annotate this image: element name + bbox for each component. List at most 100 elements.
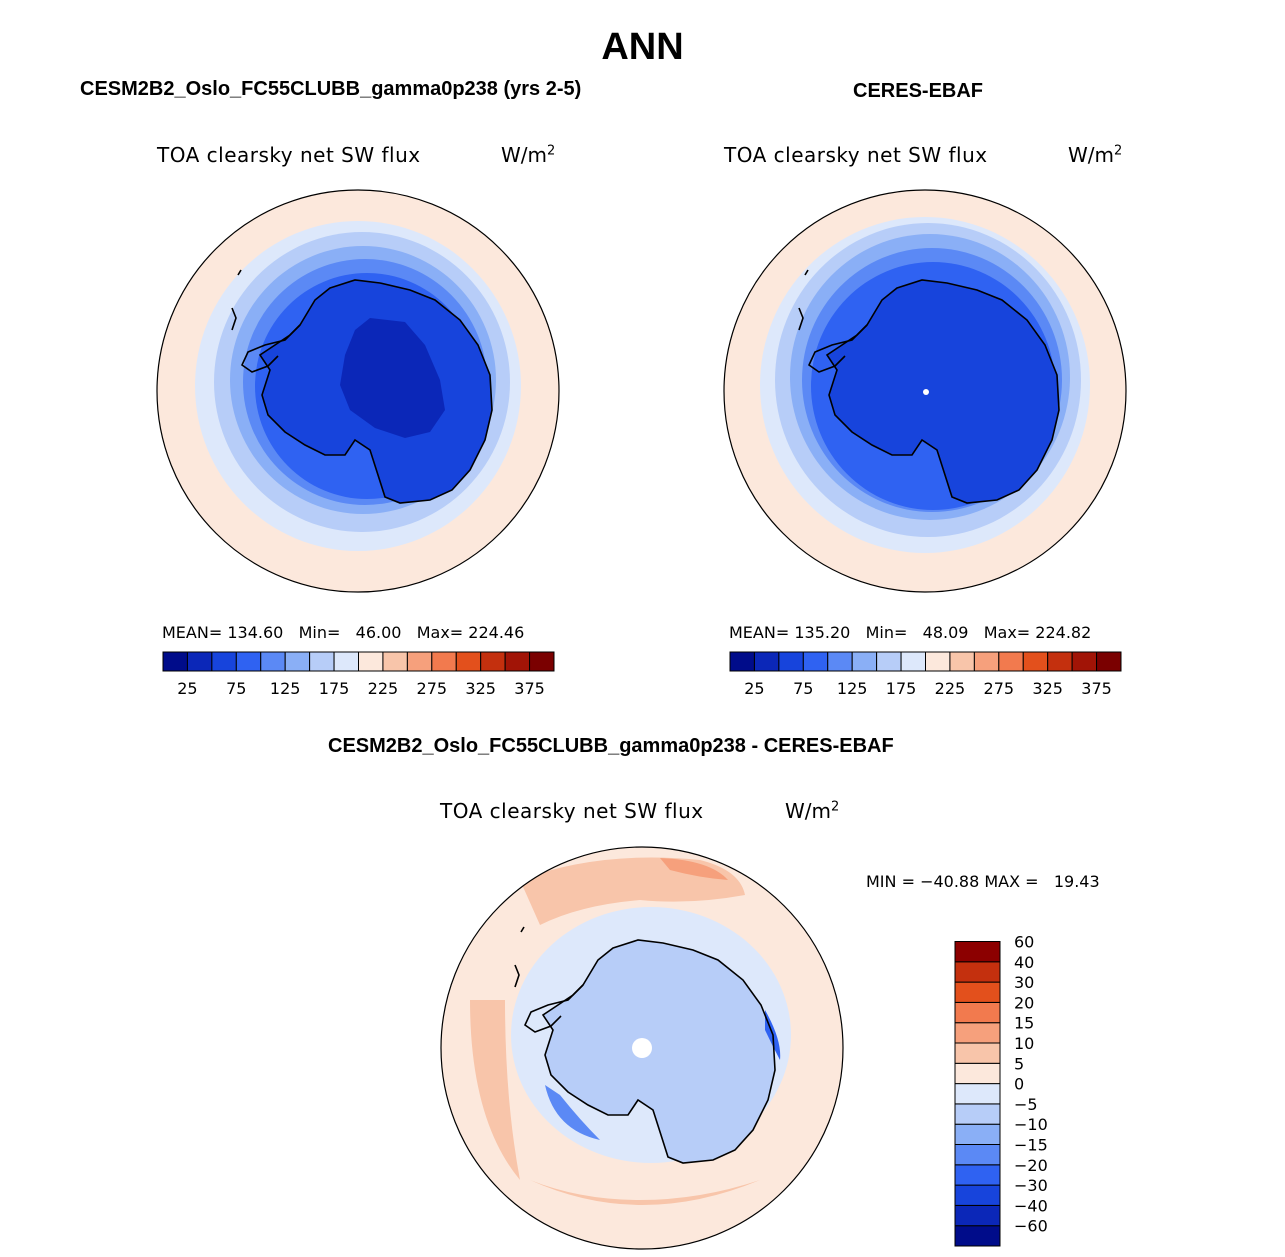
panel1-colorbar-swatch: [455, 651, 482, 672]
panel3-colorbar-tick-label: −30: [1014, 1176, 1048, 1195]
panel2-colorbar-swatch: [753, 651, 780, 672]
panel2-min-value: 48.09: [922, 623, 969, 642]
panel2-colorbar-tick-label: 25: [744, 679, 764, 698]
panel3-colorbar-swatch: [954, 961, 1001, 983]
panel3-colorbar-tick-label: −5: [1014, 1095, 1038, 1114]
panel2-colorbar-swatch: [900, 651, 926, 672]
panel2-coastline: [798, 269, 1060, 504]
panel3-colorbar-tick-label: −20: [1014, 1156, 1048, 1175]
panel3-pole-hole: [632, 1038, 652, 1058]
panel3-colorbar-swatch: [954, 1062, 1001, 1085]
panel2-min-label: Min=: [865, 623, 908, 642]
panel3-band-neg5-neg10: [543, 940, 775, 1163]
panel2-map-border: [723, 189, 1127, 593]
panel3-colorbar-tick-label: −40: [1014, 1196, 1048, 1215]
panel1-plot-title: TOA clearsky net SW flux: [157, 143, 421, 167]
panel2-colorbar-swatch: [1047, 651, 1073, 672]
panel3-stats: MIN = −40.88 MAX = 19.43: [866, 872, 1100, 891]
panel3-band-10-15-north: [660, 858, 728, 880]
panel1-max-label: Max=: [416, 623, 464, 642]
panel1-colorbar-swatch: [186, 651, 213, 672]
panel3-colorbar-swatch: [954, 1022, 1001, 1044]
panel2-peninsula-outline: [807, 324, 868, 373]
panel1-map-border: [156, 189, 560, 593]
panel3-colorbar-swatch: [954, 1083, 1001, 1105]
panel3-colorbar-tick-label: −10: [1014, 1115, 1048, 1134]
panel3-colorbar-tick-label: 5: [1014, 1054, 1024, 1073]
panel3-band-5-10-west: [470, 1000, 520, 1180]
panel3-units: W/m2: [785, 799, 839, 823]
panel1-colorbar-swatch: [260, 651, 286, 672]
panel3-colorbar-tick-label: 10: [1014, 1034, 1034, 1053]
panel1-colorbar-swatch: [211, 651, 237, 672]
panel3-peninsula-outline: [523, 984, 584, 1033]
panel3-colorbar-swatch: [954, 1184, 1001, 1206]
panel2-colorbar-swatch: [1022, 651, 1049, 672]
panel1-colorbar-swatch: [480, 651, 506, 672]
figure-title: ANN: [601, 26, 684, 68]
panel3-case-title: CESM2B2_Oslo_FC55CLUBB_gamma0p238 - CERE…: [328, 735, 894, 757]
panel1-colorbar-swatch: [529, 651, 555, 672]
panel2-colorbar-tick-label: 325: [1032, 679, 1063, 698]
panel2-colorbar-tick-label: 225: [935, 679, 966, 698]
panel1-colorbar-swatch: [309, 651, 335, 672]
panel2-mean-label: MEAN=: [729, 623, 790, 642]
panel2-colorbar-swatch: [998, 651, 1024, 672]
panel3-colorbar-swatch: [954, 981, 1001, 1003]
panel2-islands-outline: [798, 269, 809, 331]
panel1-band-50: [340, 318, 445, 438]
panel1-mean-value: 134.60: [227, 623, 284, 642]
panel2-units-base: W/m: [1068, 143, 1114, 167]
panel2-colorbar-swatch: [778, 651, 804, 672]
panel1-colorbar-swatch: [284, 651, 311, 672]
panel2-mean-value: 135.20: [794, 623, 851, 642]
panel2-units: W/m2: [1068, 143, 1122, 167]
panel2-colorbar-tick-label: 175: [886, 679, 917, 698]
panel3-colorbar-tick-label: 0: [1014, 1075, 1024, 1094]
panel1-colorbar-tick-label: 125: [270, 679, 301, 698]
panel1-case-title: CESM2B2_Oslo_FC55CLUBB_gamma0p238 (yrs 2…: [80, 78, 582, 100]
panel1-mean-label: MEAN=: [162, 623, 223, 642]
panel3-colorbar-swatch: [954, 1042, 1001, 1064]
panel3-colorbar-swatch: [954, 1001, 1001, 1024]
panel1-colorbar-tick-label: 375: [514, 679, 545, 698]
panel1-units-exp: 2: [547, 143, 556, 159]
panel2-map: [724, 190, 1126, 592]
panel2-colorbar: 25 75 125 175 225 275 325 375: [729, 651, 1122, 698]
panel1-colorbar-swatch: [162, 651, 188, 672]
panel2-colorbar-swatch: [851, 651, 878, 672]
panel3-colorbar-tick-label: 60: [1014, 933, 1034, 952]
panel2-colorbar-swatch: [973, 651, 1000, 672]
panel1-colorbar-tick-label: 25: [177, 679, 197, 698]
panel3-colorbar-swatch: [954, 1225, 1001, 1247]
panel2-case-title: CERES-EBAF: [853, 80, 984, 102]
panel3-colorbar-tick-label: 15: [1014, 1014, 1034, 1033]
panel3-colorbar-swatch: [954, 1103, 1001, 1125]
panel2-colorbar-tick-label: 125: [837, 679, 868, 698]
panel3-band-neg15-neg20-west: [545, 1085, 600, 1140]
panel1-colorbar-swatch: [235, 651, 262, 672]
panel1-colorbar-swatch: [358, 651, 384, 672]
panel3-colorbar-tick-label: 40: [1014, 953, 1034, 972]
panel2-colorbar-swatch: [802, 651, 829, 672]
panel3-islands-outline: [514, 926, 525, 988]
panel2-band-75: [827, 280, 1059, 503]
panel3-colorbar-tick-label: −15: [1014, 1136, 1048, 1155]
panel3-colorbar-tick-label: −60: [1014, 1217, 1048, 1236]
panel1-colorbar-tick-label: 275: [417, 679, 448, 698]
panel1-colorbar-tick-label: 325: [465, 679, 496, 698]
panel2-plot-title: TOA clearsky net SW flux: [724, 143, 988, 167]
panel3-map: [441, 847, 843, 1249]
panel1-min-label: Min=: [298, 623, 341, 642]
panel2-max-label: Max=: [983, 623, 1031, 642]
panel1-colorbar-tick-label: 225: [368, 679, 399, 698]
panel2-colorbar-swatch: [949, 651, 975, 672]
panel1-colorbar-swatch: [406, 651, 433, 672]
panel1-colorbar: 25 75 125 175 225 275 325 375: [162, 651, 555, 698]
panel1-colorbar-tick-label: 75: [226, 679, 246, 698]
panel3-colorbar-swatch: [954, 1164, 1001, 1186]
panel2-pole-hole: [923, 389, 929, 395]
panel1-peninsula-outline: [240, 324, 301, 373]
panel3-colorbar-tick-label: 20: [1014, 993, 1034, 1012]
